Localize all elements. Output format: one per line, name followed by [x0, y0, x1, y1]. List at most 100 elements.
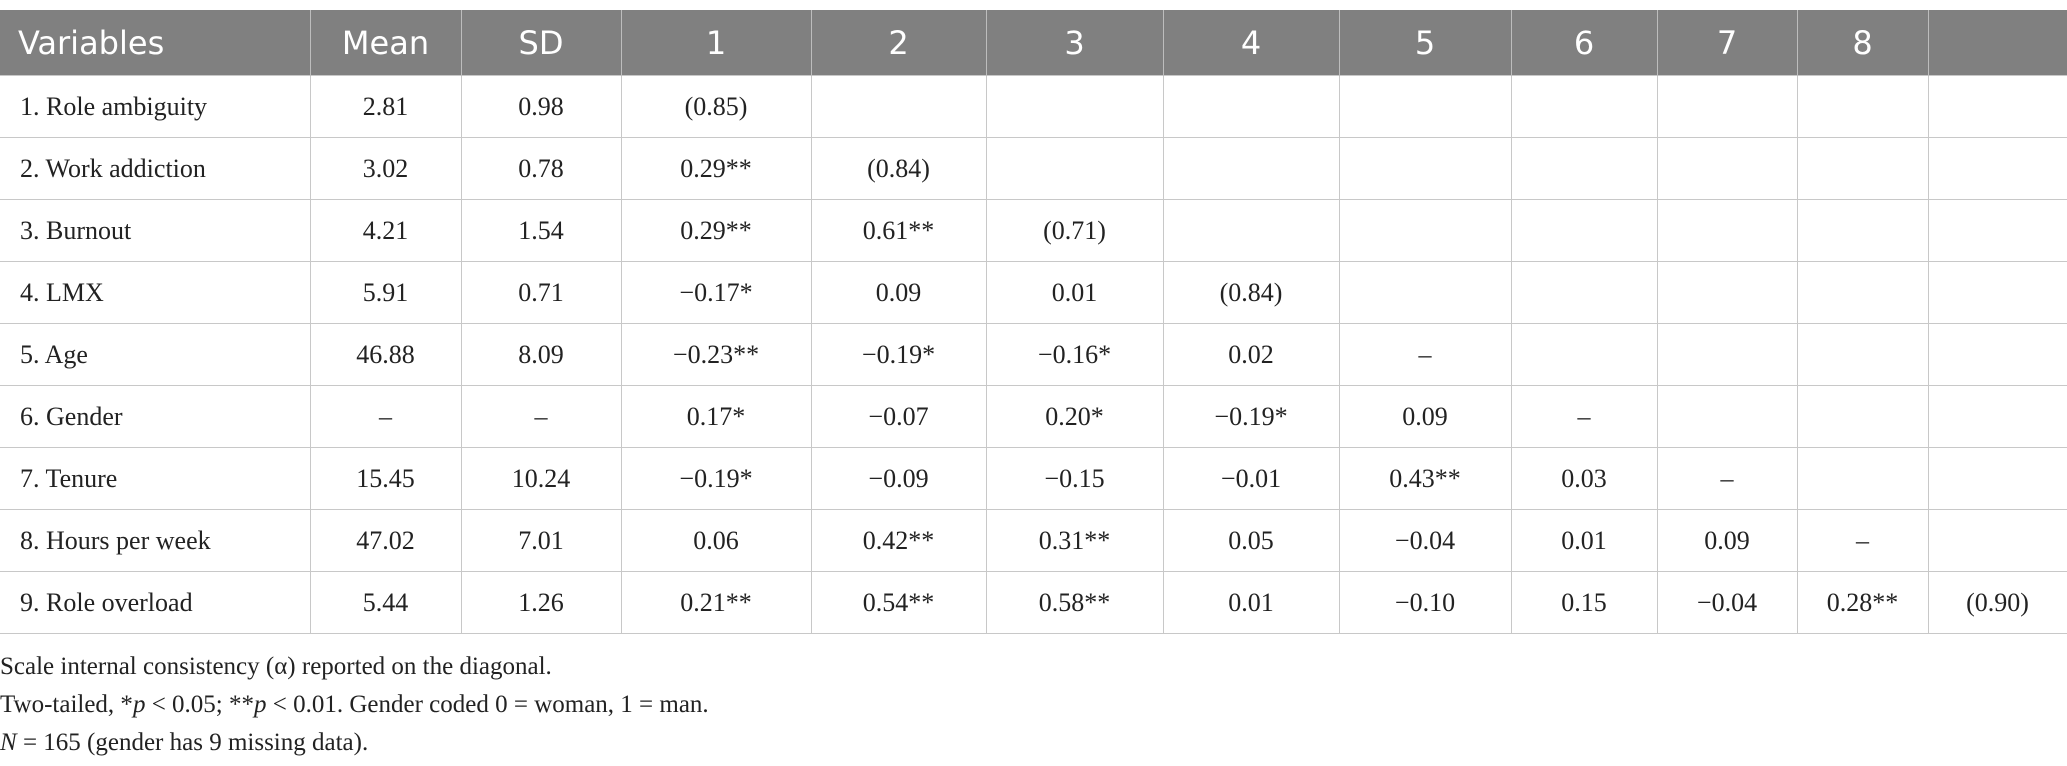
table-cell: −0.19* [620, 447, 812, 510]
table-cell: 0.01 [1510, 509, 1658, 572]
table-body: 1. Role ambiguity 2.81 0.98 (0.85) 2. Work a… [0, 75, 2067, 634]
header-cell: 8 [1796, 10, 1928, 76]
table-cell [1510, 261, 1658, 324]
note-text: < 0.01. Gender coded 0 = woman, 1 = man. [266, 691, 709, 718]
table-cell [985, 75, 1164, 138]
table-cell: −0.23** [620, 323, 812, 386]
table-cell: 0.03 [1510, 447, 1658, 510]
table-cell: 0.09 [1338, 385, 1512, 448]
note-text: Two-tailed, * [0, 691, 133, 718]
header-cell: Variables [0, 10, 310, 76]
table-cell [985, 137, 1164, 200]
table-row: 6. Gender – –0.17* −0.07 0.20* −0.19* 0.09– [0, 385, 2067, 448]
table-cell: 6. Gender [0, 385, 311, 448]
table-row: 9. Role overload 5.44 1.26 0.21** 0.54** 0.58… [0, 571, 2067, 634]
table-cell: 5. Age [0, 323, 311, 386]
table-cell: 0.78 [460, 137, 622, 200]
note-text: p [253, 691, 267, 718]
table-row: 2. Work addiction 3.02 0.78 0.29** (0.84) [0, 137, 2067, 200]
table-cell [1927, 137, 2067, 200]
table-cell [1656, 261, 1798, 324]
table-cell: (0.90) [1927, 571, 2067, 634]
table-cell [1338, 261, 1512, 324]
note-text: p [132, 691, 146, 718]
table-cell: (0.71) [985, 199, 1164, 262]
table-cell: (0.84) [1162, 261, 1340, 324]
table-cell [1656, 199, 1798, 262]
table-cell [1510, 323, 1658, 386]
header-cell [1927, 10, 2067, 76]
table-cell: −0.15 [985, 447, 1164, 510]
table-cell: 0.06 [620, 509, 812, 572]
table-row: 1. Role ambiguity 2.81 0.98 (0.85) [0, 75, 2067, 138]
table-cell: 0.29** [620, 137, 812, 200]
table-cell: −0.19* [1162, 385, 1340, 448]
table-cell [1927, 75, 2067, 138]
header-cell: 4 [1162, 10, 1339, 76]
table-cell [1796, 323, 1929, 386]
table-cell [1927, 385, 2067, 448]
table-cell [1338, 199, 1512, 262]
table-cell: −0.16* [985, 323, 1164, 386]
table-cell [1796, 199, 1929, 262]
table-row: 4. LMX 5.91 0.71 −0.17* 0.09 0.01 (0.84) [0, 261, 2067, 324]
table-row: 7. Tenure 15.45 10.24 −0.19* −0.09 −0.15 −0.01… [0, 447, 2067, 510]
table-cell [1796, 261, 1929, 324]
table-cell: – [1656, 447, 1798, 510]
table-cell: −0.07 [810, 385, 987, 448]
table-cell: 3.02 [309, 137, 462, 200]
table-row: 8. Hours per week 47.02 7.01 0.06 0.42** 0.31… [0, 509, 2067, 572]
table-cell: 0.42** [810, 509, 987, 572]
table-cell: 1. Role ambiguity [0, 75, 311, 138]
table-cell: 3. Burnout [0, 199, 311, 262]
table-cell: 4. LMX [0, 261, 311, 324]
table-cell: −0.19* [810, 323, 987, 386]
table-cell [1338, 75, 1512, 138]
table-cell [1162, 199, 1340, 262]
table-cell: 0.01 [985, 261, 1164, 324]
note-text: = 165 (gender has 9 missing data). [16, 729, 369, 756]
table-cell: 0.28** [1796, 571, 1929, 634]
table-cell: 0.21** [620, 571, 812, 634]
table-cell [1510, 137, 1658, 200]
table-cell: −0.04 [1656, 571, 1798, 634]
table-cell [1162, 137, 1340, 200]
table-cell [1338, 137, 1512, 200]
table-cell: 47.02 [309, 509, 462, 572]
table-notes: Scale internal consistency (α) reported … [0, 648, 709, 762]
table-cell [1927, 509, 2067, 572]
table-cell: 0.01 [1162, 571, 1340, 634]
table-row: 5. Age 46.88 8.09 −0.23** −0.19* −0.16* 0.02– [0, 323, 2067, 386]
table-cell: 10.24 [460, 447, 622, 510]
table-cell: – [1510, 385, 1658, 448]
table-cell: 0.09 [1656, 509, 1798, 572]
table-cell: 0.05 [1162, 509, 1340, 572]
table-cell: – [460, 385, 622, 448]
table-cell: – [1796, 509, 1929, 572]
header-cell: SD [460, 10, 621, 76]
table-cell: 8.09 [460, 323, 622, 386]
header-cell: 6 [1510, 10, 1657, 76]
table-cell [1510, 75, 1658, 138]
table-cell [1927, 323, 2067, 386]
table-cell: 0.17* [620, 385, 812, 448]
table-cell: (0.84) [810, 137, 987, 200]
table-cell: – [309, 385, 462, 448]
table-cell: (0.85) [620, 75, 812, 138]
table-cell: −0.09 [810, 447, 987, 510]
table-cell: −0.04 [1338, 509, 1512, 572]
table-cell [1796, 447, 1929, 510]
table-cell: −0.10 [1338, 571, 1512, 634]
table-cell: 0.61** [810, 199, 987, 262]
table-cell [1796, 75, 1929, 138]
table-cell: 0.09 [810, 261, 987, 324]
table-cell: 0.71 [460, 261, 622, 324]
table-cell: 0.54** [810, 571, 987, 634]
correlation-table: Variables Mean SD 1 2 3 4 5 6 7 8 1. Role ambiguit… [0, 10, 2067, 634]
table-cell [1796, 385, 1929, 448]
table-cell: 0.31** [985, 509, 1164, 572]
table-cell: 1.26 [460, 571, 622, 634]
table-cell: 5.44 [309, 571, 462, 634]
table-cell [1796, 137, 1929, 200]
